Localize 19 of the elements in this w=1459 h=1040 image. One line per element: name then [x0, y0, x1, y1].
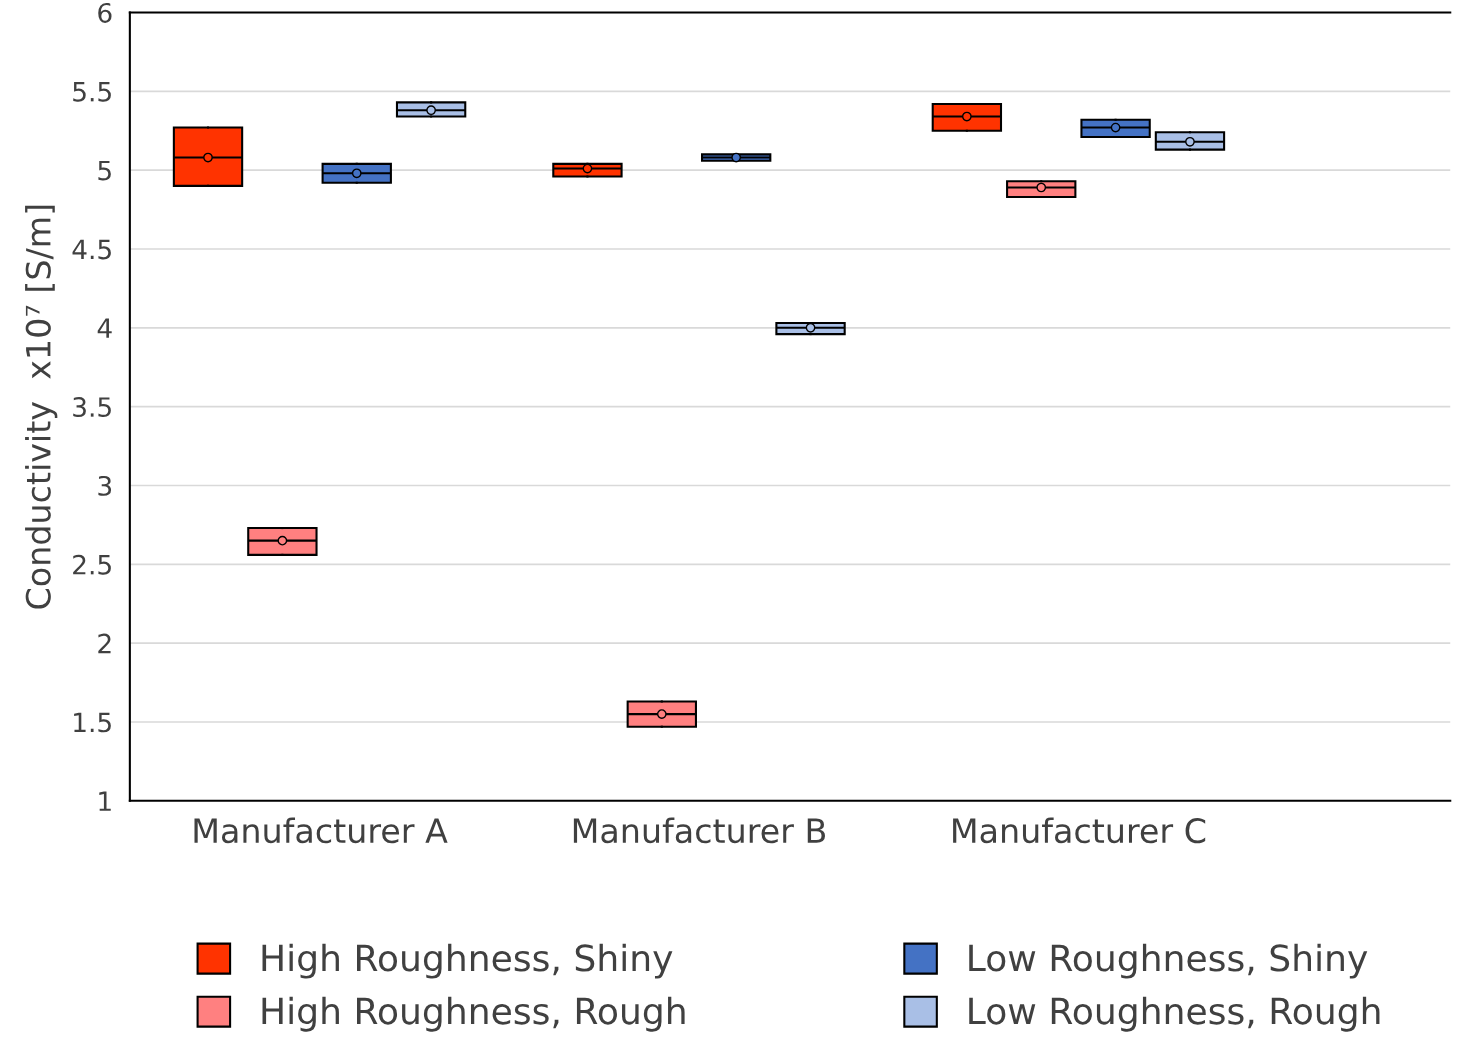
- y-tick-label: 1: [99, 791, 111, 811]
- y-tick-label: 2.5: [73, 554, 111, 575]
- legend-label: High Roughness, Rough: [262, 996, 685, 1032]
- y-tick-label: 5: [98, 160, 111, 181]
- y-axis-title: Conductivity x10⁷ [S/m]: [25, 205, 58, 609]
- legend-label: High Roughness, Shiny: [262, 943, 673, 979]
- x-tick-label: Manufacturer A: [194, 817, 448, 844]
- y-tick-label: 4: [97, 318, 112, 338]
- y-tick-label: 2: [98, 633, 111, 654]
- legend-label: Low Roughness, Rough: [969, 996, 1380, 1032]
- y-tick-label: 1.5: [74, 712, 111, 733]
- y-tick-label: 3: [98, 475, 112, 496]
- y-tick-label: 4.5: [72, 239, 111, 260]
- y-tick-label: 3.5: [73, 397, 111, 418]
- y-tick-label: 6: [98, 2, 112, 23]
- x-tick-label: Manufacturer C: [953, 817, 1206, 844]
- x-tick-label: Manufacturer B: [573, 817, 826, 844]
- y-tick-label: 5.5: [73, 82, 111, 102]
- legend-label: Low Roughness, Shiny: [969, 943, 1368, 979]
